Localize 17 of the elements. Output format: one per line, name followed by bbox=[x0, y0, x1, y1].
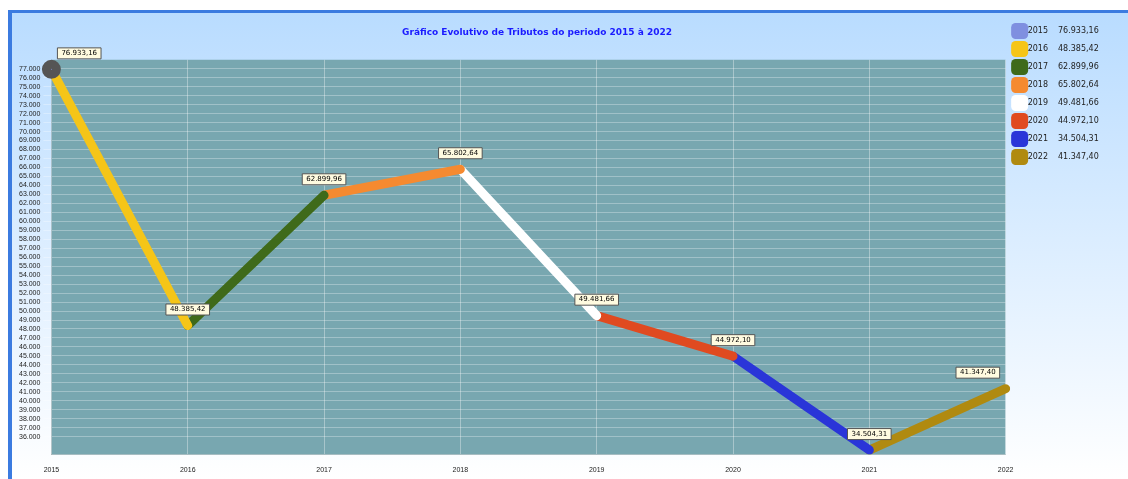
legend-label: 2018 bbox=[1027, 80, 1048, 90]
legend-label: 2021 bbox=[1027, 134, 1048, 144]
text: 76.933,16 bbox=[1058, 26, 1099, 36]
text: 34.504,31 bbox=[1058, 134, 1099, 144]
legend-label: 2020 bbox=[1027, 116, 1048, 126]
text: 65.802,64 bbox=[1058, 80, 1099, 90]
legend-label: 2022 bbox=[1027, 152, 1048, 162]
legend-label: 2015 bbox=[1027, 26, 1048, 36]
legend-label: 2019 bbox=[1027, 98, 1048, 108]
text: 49.481,66 bbox=[1058, 98, 1099, 108]
chart-title: Gráfico Evolutivo de Tributos do periodo 2015 à 2022 bbox=[402, 26, 672, 37]
text: 48.385,42 bbox=[1058, 44, 1099, 54]
text: 44.972,10 bbox=[1058, 116, 1099, 126]
legend-label: 2017 bbox=[1027, 62, 1048, 72]
legend-label: 2016 bbox=[1027, 44, 1048, 54]
text: 41.347,40 bbox=[1058, 152, 1099, 162]
text: 62.899,96 bbox=[1058, 62, 1099, 72]
